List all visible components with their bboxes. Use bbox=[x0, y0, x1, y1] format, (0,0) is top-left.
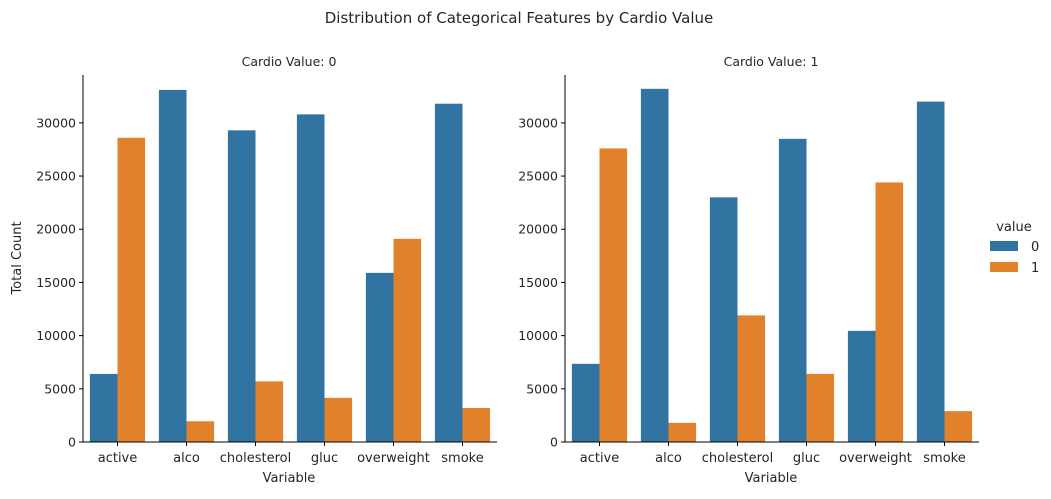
x-tick-label: active bbox=[580, 451, 620, 466]
bar-gluc-value-1 bbox=[806, 373, 835, 442]
bar-gluc-value-0 bbox=[296, 114, 325, 443]
bar-alco-value-1 bbox=[668, 422, 697, 442]
y-tick-label: 15000 bbox=[36, 275, 76, 290]
bar-smoke-value-1 bbox=[462, 407, 491, 442]
bar-active-value-0 bbox=[89, 373, 118, 442]
bar-cholesterol-value-1 bbox=[737, 315, 766, 442]
bar-active-value-1 bbox=[599, 148, 628, 442]
bar-overweight-value-1 bbox=[875, 182, 904, 442]
y-tick-label: 10000 bbox=[36, 328, 76, 343]
bar-overweight-value-1 bbox=[393, 238, 422, 442]
bar-cholesterol-value-1 bbox=[255, 381, 284, 442]
bar-alco-value-0 bbox=[640, 88, 669, 442]
bar-alco-value-0 bbox=[158, 89, 187, 442]
x-tick-label: overweight bbox=[839, 451, 912, 466]
y-tick-label: 25000 bbox=[36, 169, 76, 184]
legend-label-1: 1 bbox=[1031, 261, 1039, 276]
bar-smoke-value-0 bbox=[434, 103, 463, 442]
bar-overweight-value-0 bbox=[847, 330, 876, 442]
x-tick-label: active bbox=[98, 451, 138, 466]
subplot-title: Cardio Value: 1 bbox=[724, 54, 819, 69]
bar-alco-value-1 bbox=[186, 421, 215, 442]
y-tick-label: 30000 bbox=[518, 115, 558, 130]
y-axis-label: Total Count bbox=[10, 221, 25, 295]
y-tick-label: 0 bbox=[550, 435, 558, 450]
subplot-cardio-1: Cardio Value: 1 Variable 0 5000 10000 15000… bbox=[518, 54, 979, 486]
x-tick-label: smoke bbox=[923, 451, 965, 466]
y-tick-label: 30000 bbox=[36, 115, 76, 130]
figure-suptitle: Distribution of Categorical Features by … bbox=[325, 9, 714, 27]
legend-swatch-0 bbox=[990, 241, 1018, 251]
bar-active-value-0 bbox=[571, 363, 600, 442]
x-axis-label: Variable bbox=[263, 471, 316, 486]
y-tick-label: 5000 bbox=[44, 381, 76, 396]
legend: value 0 1 bbox=[990, 220, 1039, 276]
bar-smoke-value-1 bbox=[944, 411, 973, 442]
x-tick-label: alco bbox=[173, 451, 200, 466]
bar-cholesterol-value-0 bbox=[709, 197, 738, 442]
subplot-title: Cardio Value: 0 bbox=[242, 54, 337, 69]
y-tick-label: 0 bbox=[68, 435, 76, 450]
x-tick-label: smoke bbox=[441, 451, 483, 466]
legend-title: value bbox=[996, 220, 1032, 235]
bar-cholesterol-value-0 bbox=[227, 130, 256, 442]
y-tick-label: 15000 bbox=[518, 275, 558, 290]
bar-gluc-value-0 bbox=[778, 138, 807, 442]
y-tick-label: 25000 bbox=[518, 169, 558, 184]
x-axis-label: Variable bbox=[745, 471, 798, 486]
x-tick-label: gluc bbox=[793, 451, 820, 466]
legend-label-0: 0 bbox=[1031, 240, 1039, 255]
x-tick-label: overweight bbox=[357, 451, 430, 466]
x-tick-label: gluc bbox=[311, 451, 338, 466]
bar-overweight-value-0 bbox=[365, 272, 394, 442]
x-tick-label: cholesterol bbox=[702, 451, 773, 466]
y-tick-label: 10000 bbox=[518, 328, 558, 343]
bar-smoke-value-0 bbox=[916, 101, 945, 442]
y-tick-label: 20000 bbox=[518, 222, 558, 237]
y-tick-label: 5000 bbox=[526, 381, 558, 396]
x-tick-label: alco bbox=[655, 451, 682, 466]
bar-active-value-1 bbox=[117, 137, 146, 442]
legend-swatch-1 bbox=[990, 262, 1018, 272]
bar-gluc-value-1 bbox=[324, 397, 353, 442]
y-tick-label: 20000 bbox=[36, 222, 76, 237]
subplot-cardio-0: Cardio Value: 0 Total Count Variable 0 50… bbox=[10, 54, 497, 486]
x-tick-label: cholesterol bbox=[220, 451, 291, 466]
